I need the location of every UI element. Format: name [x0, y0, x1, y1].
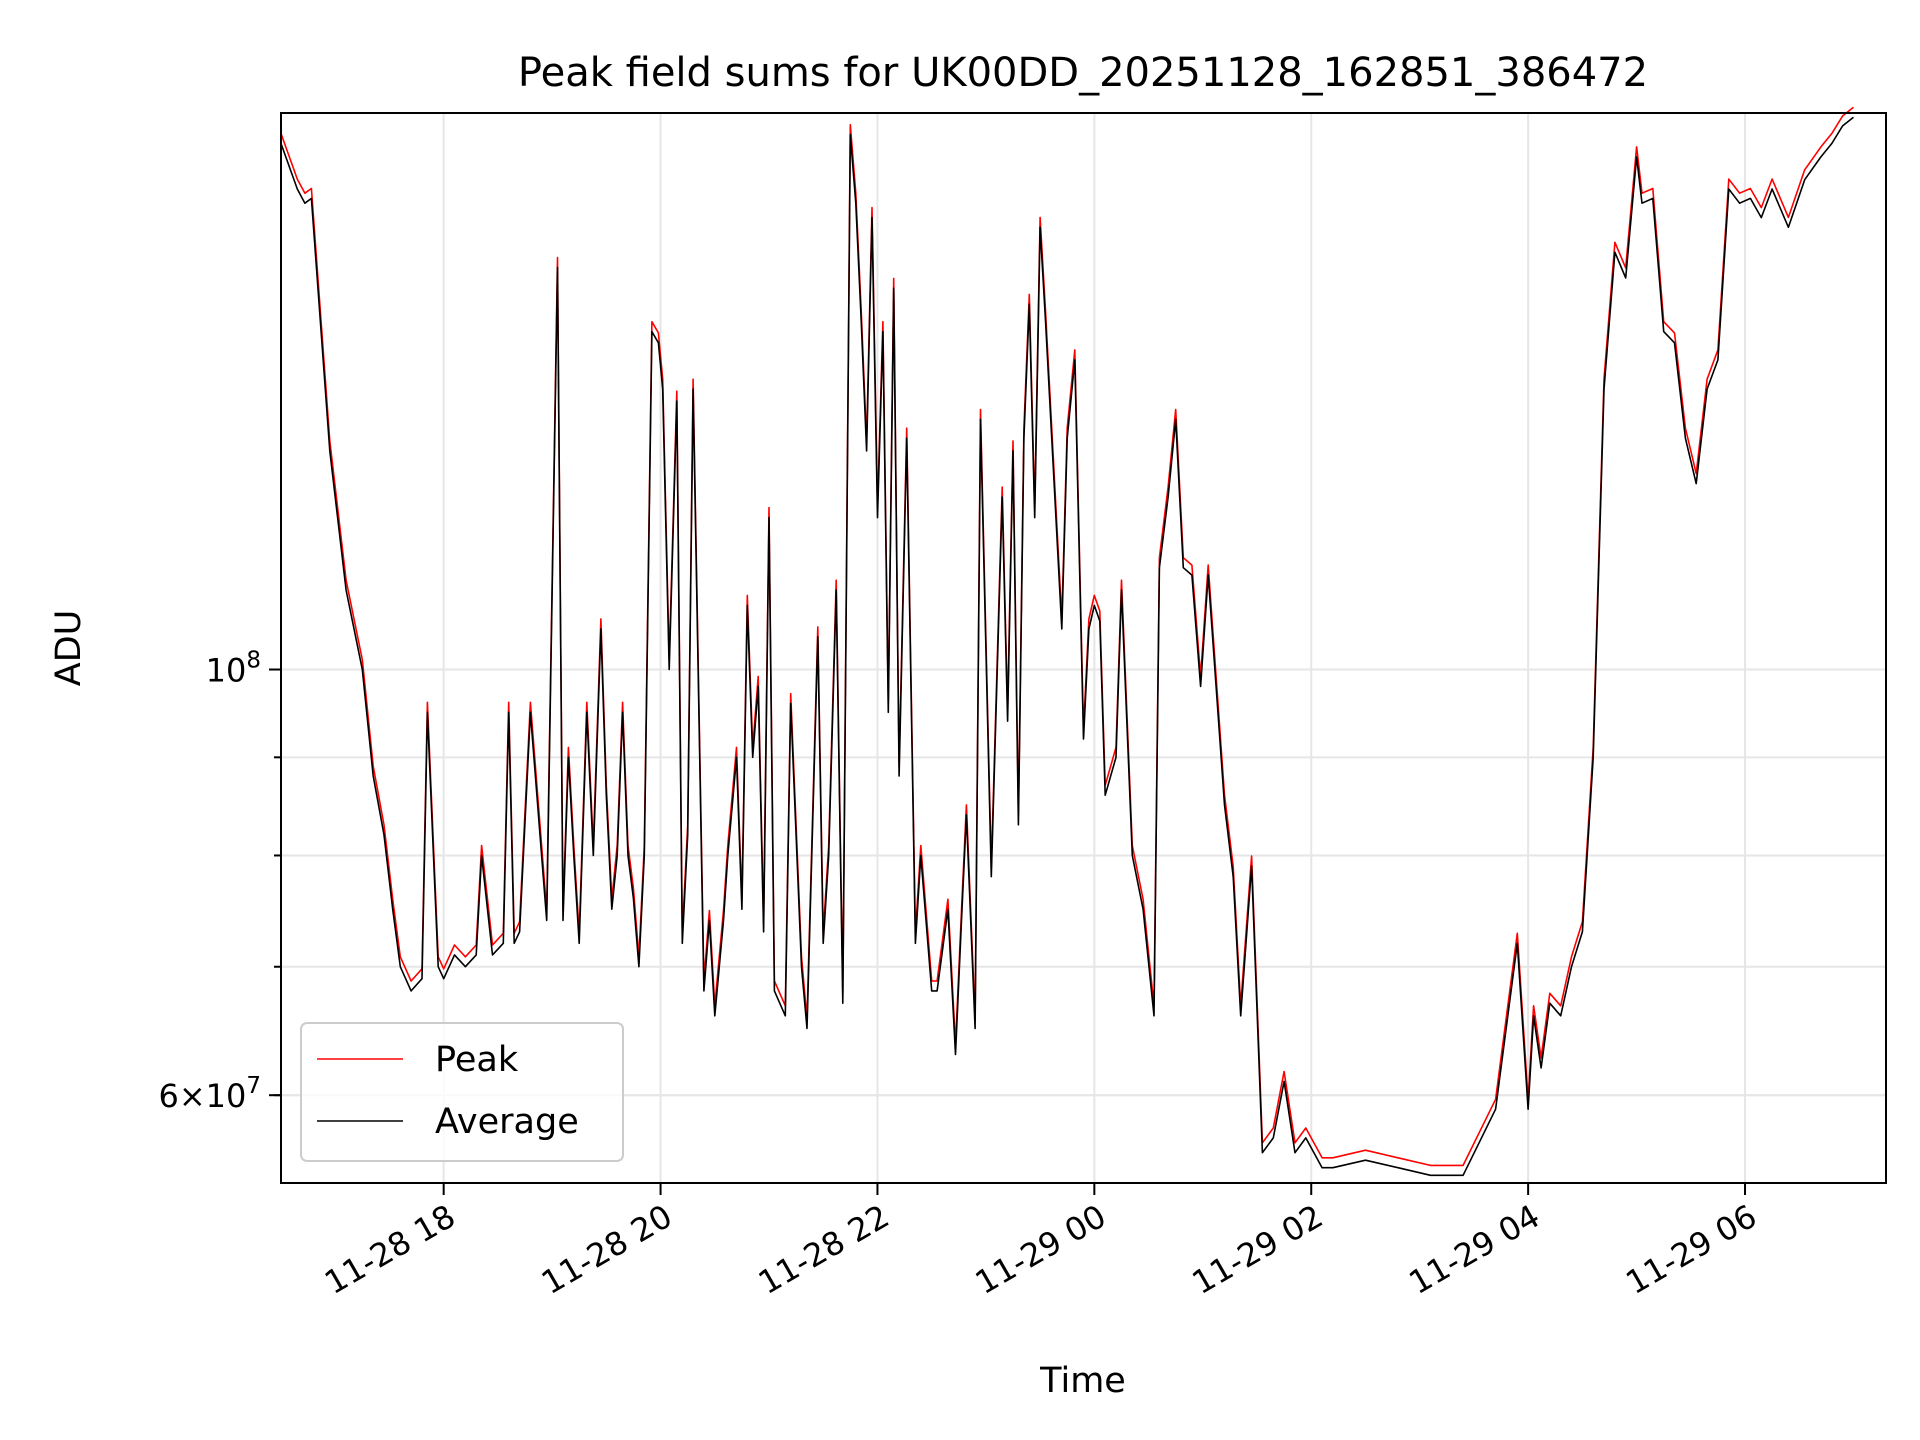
y-tick-times: ×10 — [179, 1077, 247, 1115]
series-line-average — [280, 116, 1854, 1177]
y-tick-base: 10 — [206, 652, 247, 690]
y-tick-label: 108 — [206, 648, 261, 690]
series-layer — [280, 106, 1854, 1177]
y-tick-exponent: 8 — [246, 648, 261, 674]
chart-title: Peak field sums for UK00DD_20251128_1628… — [518, 50, 1648, 96]
y-tick-exponent: 7 — [246, 1073, 261, 1099]
legend-label-peak: Peak — [435, 1040, 519, 1080]
y-axis-label: ADU — [49, 610, 89, 687]
plot-frame — [280, 112, 1887, 1184]
x-axis-label: Time — [1039, 1361, 1126, 1401]
legend-box — [300, 1022, 624, 1162]
legend-label-average: Average — [435, 1102, 579, 1142]
y-tick-label: 6×107 — [158, 1073, 261, 1115]
y-tick-mantissa: 6 — [158, 1077, 178, 1115]
legend: Peak Average — [300, 1022, 624, 1162]
